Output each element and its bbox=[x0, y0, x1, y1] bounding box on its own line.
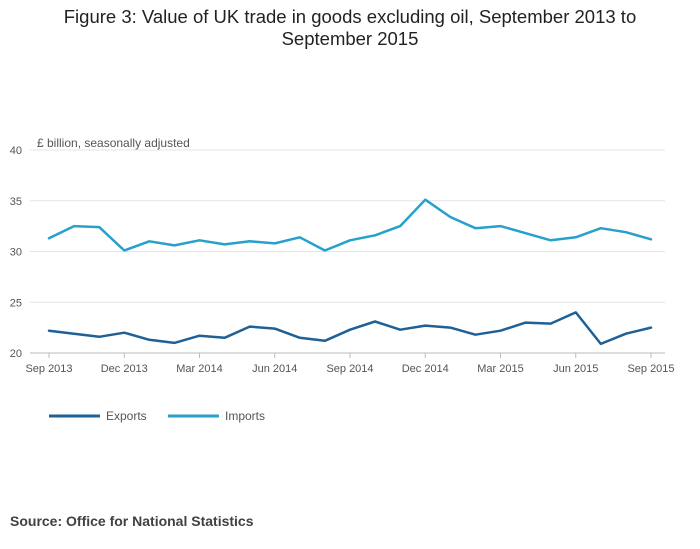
chart-title: Figure 3: Value of UK trade in goods exc… bbox=[63, 6, 637, 49]
x-tick-label: Sep 2015 bbox=[627, 363, 674, 375]
x-tick-label: Mar 2014 bbox=[176, 363, 222, 375]
gridlines bbox=[30, 149, 665, 354]
x-tick-label: Mar 2015 bbox=[477, 363, 523, 375]
x-tick-label: Dec 2013 bbox=[101, 363, 148, 375]
x-tick-label: Sep 2014 bbox=[326, 363, 373, 375]
y-tick-label: 40 bbox=[10, 145, 22, 157]
legend-label-imports: Imports bbox=[225, 409, 265, 423]
x-tick-label: Sep 2013 bbox=[25, 363, 72, 375]
legend-label-exports: Exports bbox=[106, 409, 147, 423]
legend: Exports Imports bbox=[49, 409, 265, 423]
series-lines bbox=[47, 198, 653, 346]
series-line-exports bbox=[47, 311, 653, 346]
y-axis: 20 25 30 35 40 bbox=[10, 145, 22, 360]
x-tick-label: Jun 2014 bbox=[252, 363, 297, 375]
x-tick-label: Jun 2015 bbox=[553, 363, 598, 375]
y-tick-label: 25 bbox=[10, 297, 22, 309]
source-note: Source: Office for National Statistics bbox=[10, 513, 254, 529]
y-tick-label: 30 bbox=[10, 247, 22, 259]
y-tick-label: 20 bbox=[10, 348, 22, 360]
x-tick-label: Dec 2014 bbox=[402, 363, 449, 375]
series-line-imports bbox=[47, 198, 653, 252]
x-axis: Sep 2013 Dec 2013 Mar 2014 Jun 2014 Sep 2014… bbox=[25, 353, 675, 375]
y-tick-label: 35 bbox=[10, 196, 22, 208]
y-axis-label: £ billion, seasonally adjusted bbox=[37, 136, 190, 150]
